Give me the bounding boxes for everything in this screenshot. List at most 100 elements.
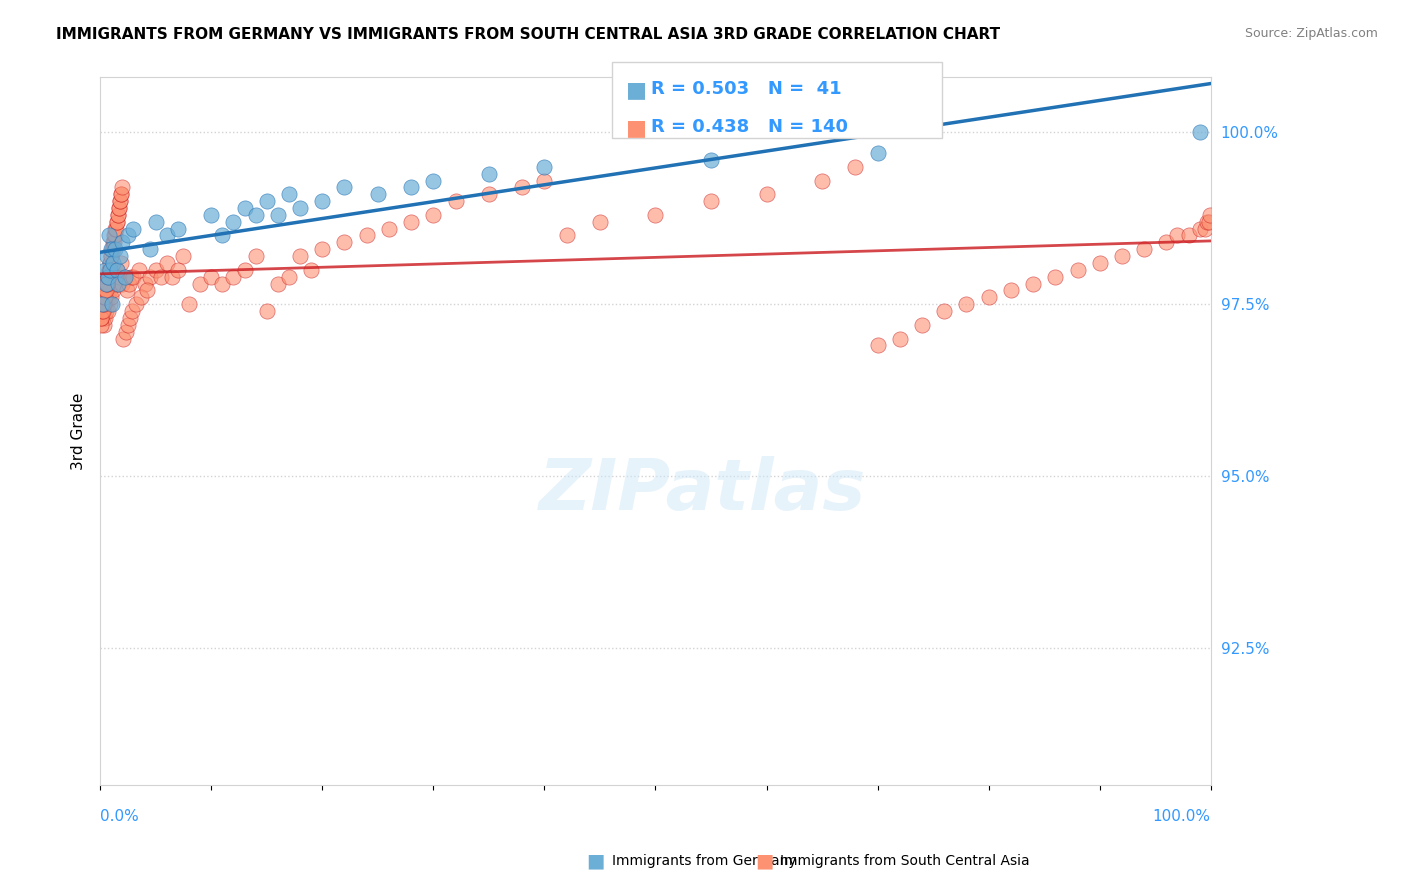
Point <box>90 318 112 332</box>
Point <box>1188 125 1211 139</box>
Point <box>105 262 128 277</box>
Point <box>139 269 162 284</box>
Point <box>90 310 112 325</box>
Point <box>134 277 156 291</box>
Point <box>97 269 120 284</box>
Point <box>156 228 179 243</box>
Point <box>97 262 120 277</box>
Point <box>96 277 118 291</box>
Point <box>167 221 190 235</box>
Point <box>120 269 142 284</box>
Point <box>267 208 290 222</box>
Point <box>110 187 132 202</box>
Point <box>91 304 114 318</box>
Point <box>333 180 356 194</box>
Point <box>333 235 356 250</box>
Point <box>145 262 167 277</box>
Point <box>107 208 129 222</box>
Point <box>145 215 167 229</box>
Point <box>955 297 977 311</box>
Point <box>96 284 118 298</box>
Point <box>866 338 889 352</box>
Point <box>188 277 211 291</box>
Point <box>889 332 911 346</box>
Point <box>120 310 142 325</box>
Text: Source: ZipAtlas.com: Source: ZipAtlas.com <box>1244 27 1378 40</box>
Point <box>104 221 127 235</box>
Point <box>100 290 122 304</box>
Point <box>114 269 136 284</box>
Point <box>101 242 124 256</box>
Point <box>278 187 301 202</box>
Point <box>105 262 128 277</box>
Point <box>114 269 136 284</box>
Text: ■: ■ <box>626 118 647 137</box>
Point <box>98 256 121 270</box>
Point <box>356 228 378 243</box>
Point <box>222 215 245 229</box>
Point <box>700 153 723 167</box>
Point <box>245 249 267 263</box>
Point <box>589 215 612 229</box>
Point <box>211 228 233 243</box>
Point <box>93 310 115 325</box>
Point <box>103 269 125 284</box>
Point <box>156 256 179 270</box>
Text: ■: ■ <box>755 851 773 871</box>
Point <box>103 242 125 256</box>
Text: ■: ■ <box>586 851 605 871</box>
Point <box>311 194 333 208</box>
Point <box>288 249 311 263</box>
Point <box>104 228 127 243</box>
Point <box>93 318 115 332</box>
Point <box>96 297 118 311</box>
Point <box>108 194 131 208</box>
Point <box>104 221 127 235</box>
Point <box>811 173 834 187</box>
Point <box>98 277 121 291</box>
Point <box>96 290 118 304</box>
Point <box>700 194 723 208</box>
Point <box>510 180 533 194</box>
Point <box>533 173 555 187</box>
Point <box>101 297 124 311</box>
Point <box>1166 228 1188 243</box>
Point <box>422 208 444 222</box>
Point <box>977 290 1000 304</box>
Point <box>378 221 401 235</box>
Point <box>128 262 150 277</box>
Point <box>94 284 117 298</box>
Point <box>108 269 131 284</box>
Point <box>93 297 115 311</box>
Point <box>100 269 122 284</box>
Text: IMMIGRANTS FROM GERMANY VS IMMIGRANTS FROM SOUTH CENTRAL ASIA 3RD GRADE CORRELAT: IMMIGRANTS FROM GERMANY VS IMMIGRANTS FR… <box>56 27 1000 42</box>
Point <box>93 262 115 277</box>
Point <box>222 269 245 284</box>
Point <box>311 242 333 256</box>
Point <box>98 228 121 243</box>
Point <box>97 269 120 284</box>
Text: R = 0.438   N = 140: R = 0.438 N = 140 <box>651 118 848 136</box>
Point <box>114 325 136 339</box>
Point <box>1088 256 1111 270</box>
Point <box>1188 221 1211 235</box>
Point <box>256 194 278 208</box>
Point <box>98 297 121 311</box>
Point <box>124 297 146 311</box>
Point <box>117 228 139 243</box>
Point <box>100 249 122 263</box>
Point <box>104 277 127 291</box>
Point <box>1022 277 1045 291</box>
Point <box>111 277 134 291</box>
Point <box>139 242 162 256</box>
Point <box>94 304 117 318</box>
Point <box>117 318 139 332</box>
Text: R = 0.503   N =  41: R = 0.503 N = 41 <box>651 80 842 98</box>
Point <box>110 187 132 202</box>
Point <box>1156 235 1178 250</box>
Point <box>122 269 145 284</box>
Text: Immigrants from South Central Asia: Immigrants from South Central Asia <box>780 854 1031 868</box>
Point <box>98 256 121 270</box>
Point <box>103 228 125 243</box>
Text: 0.0%: 0.0% <box>100 809 139 824</box>
